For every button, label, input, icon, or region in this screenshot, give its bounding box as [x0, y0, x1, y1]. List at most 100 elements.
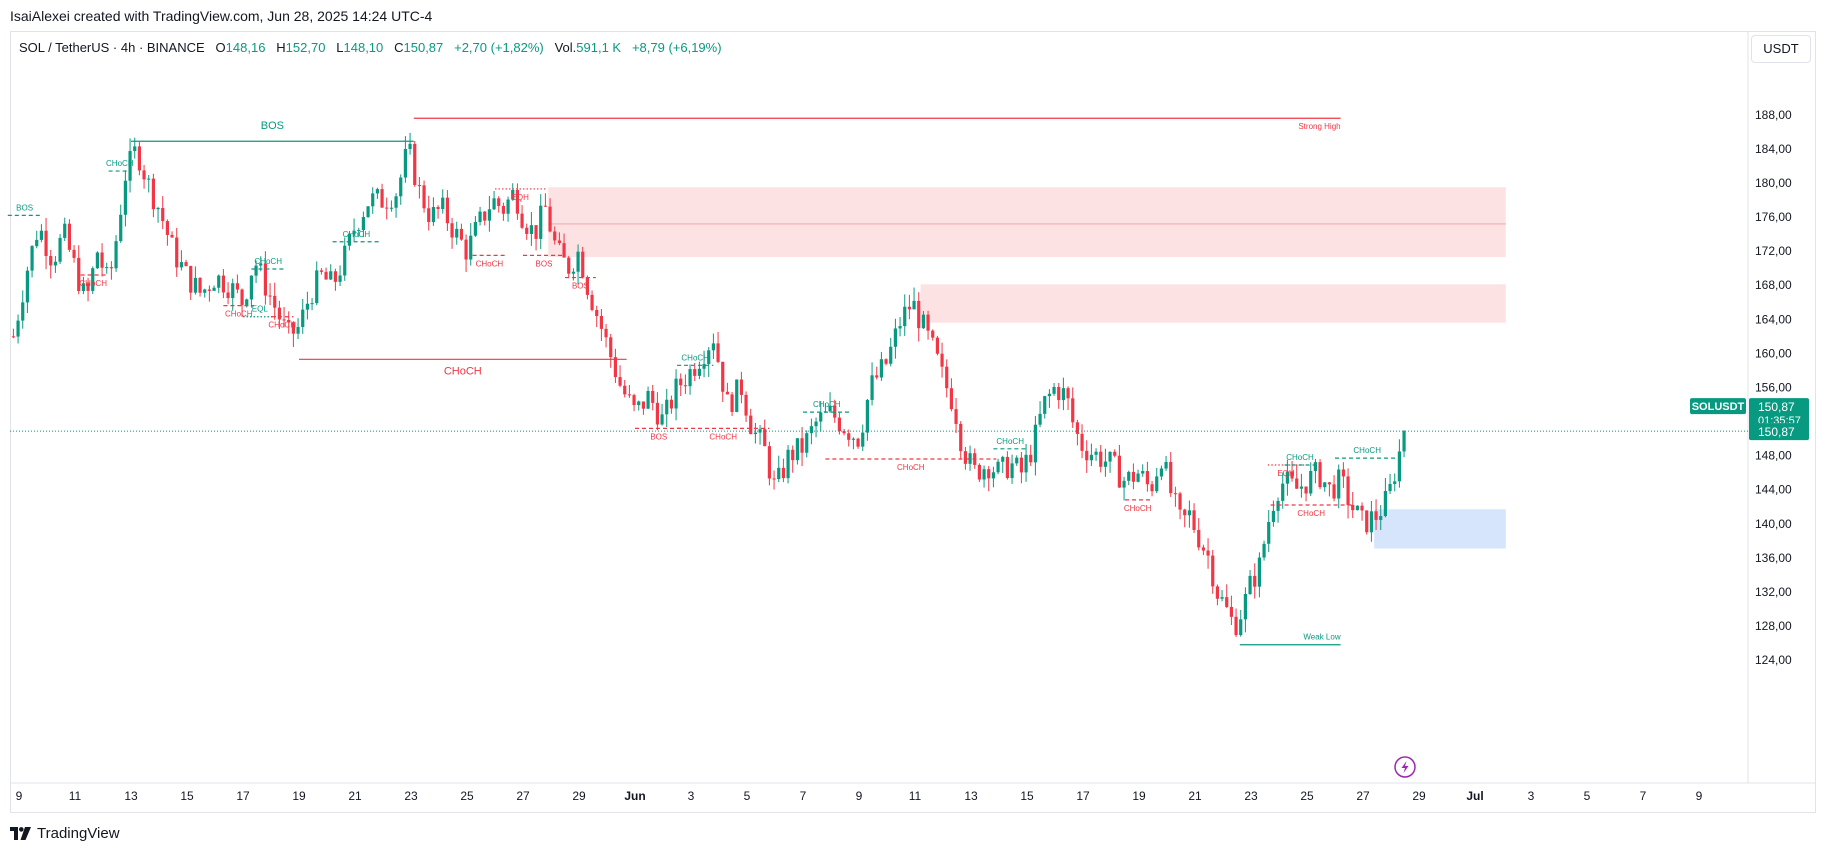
structure-label: CHoCH: [813, 400, 841, 409]
candle-body: [1080, 433, 1084, 451]
candle-body: [1341, 469, 1345, 477]
supply-zone-1: [920, 284, 1506, 323]
candle-body: [203, 289, 207, 293]
candle-body: [1183, 509, 1187, 516]
candle: [1047, 389, 1051, 408]
candle-body: [884, 359, 888, 364]
candle: [716, 331, 720, 364]
candle: [1248, 570, 1252, 595]
candle-body: [1220, 597, 1224, 599]
candle: [931, 329, 935, 341]
candle: [520, 205, 524, 230]
candle-body: [128, 151, 132, 181]
candle-body: [996, 461, 1000, 473]
legend-symbol[interactable]: SOL / TetherUS · 4h · BINANCE: [19, 40, 205, 55]
candle-body: [375, 189, 379, 194]
candle: [1066, 386, 1070, 410]
structure-label: Weak Low: [1303, 633, 1340, 642]
lightning-icon: [1394, 756, 1416, 778]
time-tick: 3: [688, 789, 695, 803]
candle: [81, 276, 85, 295]
candle-body: [478, 211, 482, 223]
candle-body: [1024, 454, 1028, 473]
candle-body: [25, 270, 29, 303]
candle: [315, 261, 319, 306]
candle-body: [529, 225, 533, 234]
candle: [968, 445, 972, 471]
candle-body: [394, 196, 398, 208]
candle: [725, 382, 729, 395]
candle-body: [268, 295, 272, 297]
candle-body: [361, 217, 365, 231]
candle: [1383, 477, 1387, 518]
candle-body: [1057, 386, 1061, 401]
candle-body: [273, 295, 277, 308]
candle: [305, 291, 309, 320]
candle: [548, 198, 552, 233]
candle: [1150, 480, 1154, 497]
candle-body: [1281, 483, 1285, 501]
candle: [1108, 451, 1112, 473]
candle-body: [492, 198, 496, 210]
candle-body: [697, 368, 701, 376]
candle: [977, 463, 981, 482]
candle-body: [366, 206, 370, 218]
candle: [954, 397, 958, 434]
candle-body: [777, 467, 781, 480]
candle-body: [641, 401, 645, 409]
symbol-legend: SOL / TetherUS · 4h · BINANCE O148,16 H1…: [19, 40, 722, 55]
candle-body: [119, 214, 123, 242]
candle: [721, 361, 725, 402]
candle: [767, 441, 771, 486]
currency-button[interactable]: USDT: [1751, 35, 1811, 63]
candle: [735, 379, 739, 413]
time-tick: 7: [800, 789, 807, 803]
structure-label: CHoCH: [1286, 453, 1314, 462]
candle: [310, 298, 314, 311]
candle-body: [455, 228, 459, 238]
candle: [1085, 440, 1089, 473]
candle: [828, 392, 832, 413]
candle: [450, 217, 454, 249]
candle-body: [912, 300, 916, 310]
time-tick: 19: [292, 789, 306, 803]
legend-high: 152,70: [285, 40, 326, 55]
candle-body: [725, 391, 729, 395]
tradingview-logo[interactable]: TradingView: [10, 825, 120, 842]
candle-body: [63, 223, 67, 238]
candle: [170, 231, 174, 238]
candle: [1327, 482, 1331, 497]
candle: [609, 333, 613, 368]
candle: [744, 391, 748, 423]
candle: [1257, 552, 1261, 598]
candle: [875, 366, 879, 380]
axes: 188,00 184,00 180,00 176,00 172,00 168,00 164,…: [10, 31, 1816, 803]
candle: [147, 175, 151, 193]
candle: [287, 311, 291, 334]
structure-label: CHoCH: [343, 230, 371, 239]
candle: [898, 317, 902, 337]
candle: [436, 205, 440, 219]
candle: [935, 335, 939, 356]
legend-close: 150,87: [403, 40, 444, 55]
candle: [539, 194, 543, 250]
candle-body: [1360, 505, 1364, 511]
price-tick: 124,00: [1755, 653, 1792, 667]
candle: [1080, 424, 1084, 459]
candle: [791, 445, 795, 473]
candle: [814, 417, 818, 438]
time-tick: 29: [1412, 789, 1426, 803]
candle-body: [977, 464, 981, 480]
time-tick: 5: [744, 789, 751, 803]
candle: [786, 445, 790, 484]
time-tick: 23: [404, 789, 418, 803]
candle-body: [1285, 471, 1289, 484]
candle-body: [1099, 451, 1103, 467]
structure-label: CHoCH: [444, 365, 482, 377]
candle: [1145, 461, 1149, 492]
candle: [366, 205, 370, 218]
candle: [1374, 499, 1378, 531]
candle-body: [217, 275, 221, 288]
candle: [637, 400, 641, 411]
